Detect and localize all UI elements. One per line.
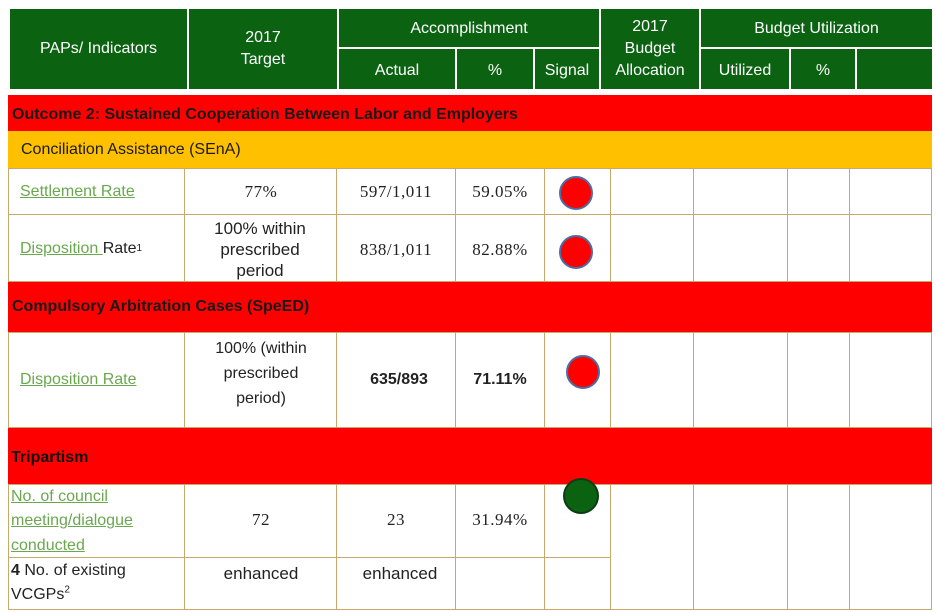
indicator-council-meetings[interactable]: No. of council meeting/dialogue conducte…	[11, 487, 133, 554]
header-signal: Signal	[544, 62, 590, 79]
section-sena-title: Conciliation Assistance (SEnA)	[8, 131, 932, 168]
disposition-rate-text: Rate	[102, 240, 137, 257]
header-target: 2017 Target	[240, 29, 286, 68]
section-tripartism-title: Tripartism	[8, 428, 932, 484]
speed-row1-actual: 635/893	[370, 371, 428, 388]
signal-red-icon	[566, 355, 600, 389]
signal-green-icon	[563, 478, 599, 514]
footnote-2: 2	[64, 584, 70, 596]
tripartism-row2-target: enhanced	[223, 564, 299, 583]
tripartism-row1-target: 72	[252, 510, 270, 529]
indicator-existing-vcgps: 4 No. of existing VCGPs2	[11, 559, 181, 610]
header-pct: %	[487, 62, 503, 79]
signal-red-icon	[559, 235, 593, 269]
header-actual: Actual	[374, 62, 420, 79]
speed-row1-target: 100% (within prescribed period)	[186, 332, 336, 412]
tripartism-row2-actual: enhanced	[362, 564, 438, 583]
sena-row2-actual: 838/1,011	[359, 240, 433, 259]
header-accomplishment: Accomplishment	[410, 20, 528, 37]
header-bar	[10, 9, 932, 89]
speed-target-line2: prescribed	[223, 364, 299, 382]
sena-row2-target: 100% within prescribed period	[214, 218, 306, 280]
speed-target-line3: period)	[236, 389, 286, 407]
sena-row1-target: 77%	[244, 182, 278, 201]
outcome-title: Outcome 2: Sustained Cooperation Between…	[8, 95, 932, 131]
sena-row1-pct: 59.05%	[472, 182, 528, 201]
sena-row2-pct: 82.88%	[472, 240, 528, 259]
header-util-pct: %	[815, 62, 831, 79]
header-budget-allocation: 2017 Budget Allocation	[615, 18, 685, 79]
section-speed-title: Compulsory Arbitration Cases (SpeED)	[8, 282, 932, 332]
tripartism-row1-pct: 31.94%	[472, 510, 528, 529]
tripartism-row1-actual: 23	[387, 510, 405, 529]
header-paps: PAPs/ Indicators	[39, 40, 158, 57]
indicator-disposition-rate-sena: Disposition Rate 1	[20, 240, 143, 257]
indicator-disposition-rate-speed[interactable]: Disposition Rate	[20, 371, 137, 388]
signal-red-icon	[559, 176, 593, 210]
sena-row1-actual: 597/1,011	[359, 182, 433, 201]
indicator-settlement-rate[interactable]: Settlement Rate	[20, 183, 135, 200]
vcgp-number: 4	[11, 562, 20, 579]
speed-row1-pct: 71.11%	[473, 371, 527, 388]
header-utilized: Utilized	[718, 62, 772, 79]
speed-target-line1: 100% (within	[215, 339, 307, 357]
vcgp-text: No. of existing VCGPs	[11, 562, 126, 603]
header-budget-utilization: Budget Utilization	[754, 20, 879, 37]
disposition-link[interactable]: Disposition	[20, 240, 103, 257]
